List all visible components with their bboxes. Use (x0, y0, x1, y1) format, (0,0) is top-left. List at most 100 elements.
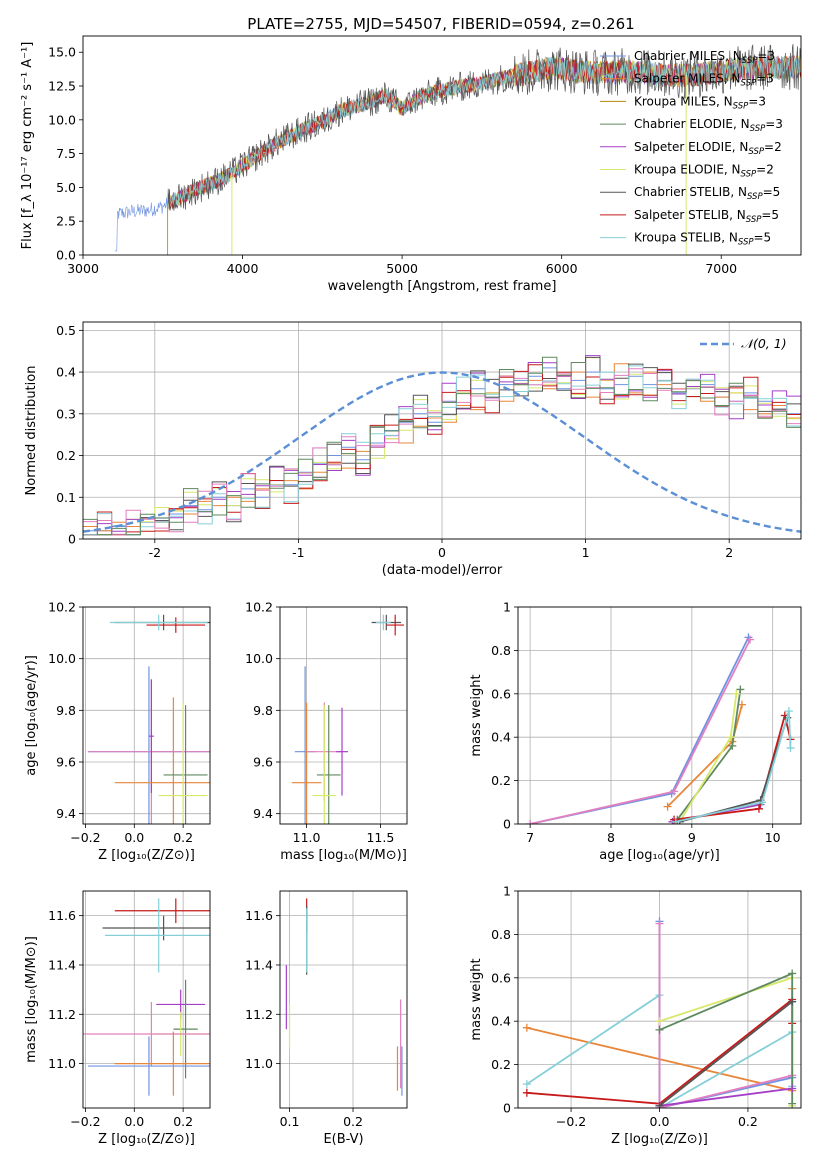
x-tick-label: 0.0 (124, 1114, 144, 1129)
x-tick-label: -2 (149, 545, 161, 560)
data-marker (655, 1025, 664, 1034)
y-tick-label: 10.0 (48, 112, 76, 127)
errorbar-point (316, 705, 341, 824)
data-marker (726, 733, 735, 742)
x-tick-label: 0 (438, 545, 446, 560)
data-marker (655, 919, 664, 928)
y-tick-label: 0 (68, 532, 76, 547)
y-tick-label: 0.6 (491, 970, 511, 985)
data-marker (788, 969, 797, 978)
y-axis-label: mass weight (469, 674, 484, 756)
y-tick-label: 0 (503, 817, 511, 832)
model-spectrum-line (168, 55, 801, 210)
y-tick-label: 11.2 (245, 1007, 273, 1022)
legend-entry: Kroupa MILES, NSSP=3 (634, 94, 766, 111)
x-axis-label: wavelength [Angstrom, rest frame] (328, 279, 557, 294)
x-axis-label: Z [log₁₀(Z/Z⊙)] (611, 1132, 708, 1147)
data-marker (788, 1084, 797, 1093)
x-tick-label: 0.2 (343, 1114, 363, 1129)
errorbar-point (109, 614, 208, 631)
legend-entry: Salpeter MILES, NSSP=3 (634, 72, 774, 89)
data-marker (655, 1101, 664, 1108)
y-tick-label: 9.4 (253, 806, 273, 821)
x-tick-label: 5000 (386, 261, 418, 276)
x-tick-label: 0.1 (280, 1114, 300, 1129)
x-axis-label: age [log₁₀(age/yr)] (599, 848, 720, 863)
errorbar-point (148, 679, 154, 793)
y-tick-label: 11.2 (48, 1007, 76, 1022)
y-tick-label: 7.5 (56, 146, 76, 161)
errorbar-point (114, 697, 210, 824)
panel-massweight-vs-Z: −0.2 0.0 0.2 0 0.2 0.4 0.6 0.8 1 Z [log₁₀(Z/Z⊙)] m… (469, 884, 802, 1147)
data-marker (522, 1023, 531, 1032)
data-marker (671, 817, 680, 824)
data-marker (526, 820, 535, 824)
x-tick-label: -1 (292, 545, 304, 560)
x-axis-label: Z [log₁₀(Z/Z⊙)] (98, 848, 195, 863)
errorbar-point (163, 705, 208, 824)
model-spectrum-line (170, 55, 801, 206)
legend-entry: 𝒩(0, 1) (741, 336, 787, 351)
y-tick-label: 12.5 (48, 79, 76, 94)
errorbar-point (104, 898, 210, 973)
x-tick-label: 7000 (705, 261, 737, 276)
y-tick-label: 10.0 (245, 651, 273, 666)
panel-massweight-vs-age: 7 8 9 10 0 0.2 0.4 0.6 0.8 1 age [log₁₀(age/yr)] ma… (469, 600, 802, 863)
panel-age-vs-Z: −0.2 0.0 0.2 9.4 9.6 9.8 10.0 10.2 Z [log₁₀(Z/Z⊙… (24, 600, 211, 863)
x-tick-label: 11.0 (293, 830, 321, 845)
histogram-step (83, 355, 801, 536)
y-tick-label: 9.8 (56, 703, 76, 718)
plot-area (83, 355, 801, 536)
mass-weight-line (659, 1087, 793, 1107)
axes-frame (517, 890, 802, 1109)
panel-mass-vs-ebv: 0.1 0.2 11.0 11.2 11.4 11.6 E(B-V) (245, 890, 408, 1147)
plot-area (114, 43, 801, 255)
legend-entry: Chabrier MILES, NSSP=3 (634, 49, 775, 66)
y-tick-label: 11.6 (48, 908, 76, 923)
errorbar-point (336, 707, 348, 796)
axes-frame (82, 35, 802, 256)
y-axis-label: age [log₁₀(age/yr)] (24, 655, 39, 776)
x-tick-label: 0.0 (124, 830, 144, 845)
y-tick-label: 0.2 (56, 448, 76, 463)
data-marker (670, 787, 679, 796)
data-marker (758, 798, 767, 807)
axes-frame (517, 606, 802, 825)
plot-area (87, 614, 210, 824)
y-tick-label: 0.4 (56, 365, 76, 380)
errorbar-point (375, 614, 391, 631)
y-tick-label: 1 (503, 884, 511, 899)
x-tick-label: 10 (765, 830, 781, 845)
data-marker (754, 804, 763, 813)
y-tick-label: 11.4 (48, 957, 76, 972)
errorbar-point (114, 1031, 210, 1096)
x-tick-label: 2 (725, 545, 733, 560)
y-tick-label: 0 (503, 1101, 511, 1116)
y-tick-label: 0.2 (491, 773, 511, 788)
panel-spectrum: 3000 4000 5000 6000 7000 0.0 2.5 5.0 7.5 10.0 12.5… (20, 35, 802, 294)
x-tick-label: 7 (526, 830, 534, 845)
panel-mass-vs-Z: −0.2 0.0 0.2 11.0 11.2 11.4 11.6 Z [log₁₀(Z/Z⊙)… (24, 890, 211, 1147)
x-axis-label: E(B-V) (323, 1132, 363, 1147)
legend-entry: Kroupa ELODIE, NSSP=2 (634, 163, 774, 180)
plot-area (291, 614, 405, 824)
data-marker (736, 685, 745, 694)
x-tick-label: −0.2 (70, 830, 100, 845)
x-tick-label: 1 (582, 545, 590, 560)
histogram-step (83, 357, 801, 536)
axes-frame (279, 606, 408, 825)
errorbar-point (386, 614, 405, 636)
legend-entry: Chabrier STELIB, NSSP=5 (634, 185, 780, 202)
plot-area (522, 917, 797, 1108)
data-marker (732, 689, 741, 698)
y-tick-label: 0.5 (56, 323, 76, 338)
data-marker (784, 707, 793, 716)
errorbar-point (83, 1001, 210, 1067)
mass-weight-line (675, 710, 792, 823)
x-tick-label: 9 (688, 830, 696, 845)
x-tick-label: 0.0 (650, 1114, 670, 1129)
data-marker (737, 700, 746, 709)
plot-area (285, 898, 403, 1096)
y-tick-label: 9.6 (56, 755, 76, 770)
y-tick-label: 0.2 (491, 1057, 511, 1072)
